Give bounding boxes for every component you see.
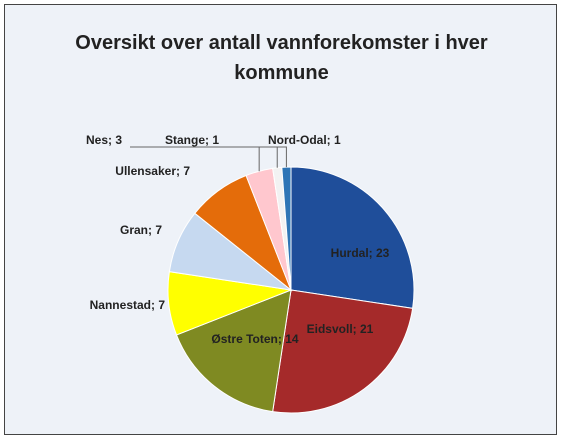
pie-slice [290,166,415,309]
data-label: Ullensaker; 7 [115,164,190,178]
data-label: Hurdal; 23 [331,246,390,260]
pie-slice [175,289,292,413]
data-label: Gran; 7 [120,223,162,237]
data-label: Østre Toten; 14 [211,332,298,346]
pie-slice [272,289,414,414]
pie-slice [281,166,292,291]
data-label: Nord-Odal; 1 [268,133,341,147]
data-label: Nannestad; 7 [90,298,166,312]
leader-line [268,146,287,168]
chart-title: Oversikt over antall vannforekomster i h… [75,32,488,84]
leader-line [240,146,278,168]
data-label: Nes; 3 [86,133,122,147]
data-label: Stange; 1 [165,133,219,147]
data-label: Eidsvoll; 21 [307,322,374,336]
